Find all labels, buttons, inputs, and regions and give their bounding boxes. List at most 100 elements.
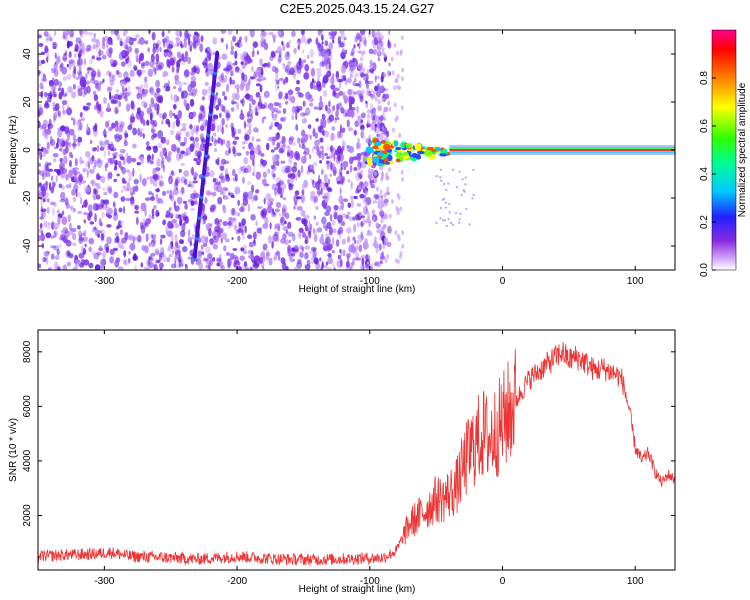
y-tick-label: 6000	[22, 395, 33, 418]
noise-cell	[38, 182, 43, 187]
noise-cell	[200, 113, 205, 122]
colorbar-tick-label: 0.8	[699, 71, 710, 85]
noise-cell	[368, 134, 372, 140]
noise-cell	[166, 190, 170, 194]
noise-cell	[349, 164, 353, 173]
noise-cell	[277, 58, 282, 64]
noise-cell	[102, 250, 107, 260]
noise-cell	[296, 206, 303, 211]
noise-cell	[306, 169, 311, 175]
noise-cell	[46, 34, 52, 41]
noise-cell	[114, 136, 121, 143]
noise-cell	[159, 267, 163, 270]
noise-cell	[342, 198, 349, 203]
noise-cell	[137, 73, 141, 78]
noise-cell	[398, 132, 402, 138]
noise-cell	[381, 126, 385, 132]
noise-cell	[271, 136, 277, 142]
noise-cell	[169, 51, 173, 56]
noise-cell	[94, 228, 99, 237]
noise-cell	[178, 168, 182, 173]
noise-cell	[43, 220, 48, 228]
noise-cell	[217, 124, 220, 133]
noise-cell	[78, 252, 85, 259]
noise-cell	[103, 96, 107, 104]
noise-cell	[98, 219, 102, 226]
noise-cell	[180, 44, 184, 49]
noise-cell	[225, 251, 231, 257]
noise-cell	[88, 246, 92, 253]
noise-cell	[291, 115, 295, 120]
noise-cell	[247, 181, 252, 186]
noise-cell	[280, 257, 286, 264]
noise-cell	[464, 176, 467, 179]
noise-cell	[309, 48, 314, 58]
noise-cell	[58, 110, 61, 117]
noise-cell	[123, 30, 129, 35]
noise-cell	[79, 49, 82, 55]
noise-cell	[439, 179, 443, 182]
noise-cell	[182, 126, 187, 132]
noise-cell	[291, 105, 297, 113]
noise-cell	[136, 107, 141, 115]
noise-cell	[127, 46, 133, 53]
noise-cell	[88, 211, 93, 217]
noise-cell	[161, 121, 164, 125]
noise-cell	[136, 92, 141, 100]
noise-cell	[161, 199, 164, 205]
noise-cell	[200, 207, 205, 217]
noise-cell	[282, 63, 286, 67]
noise-cell	[38, 110, 41, 118]
noise-cell	[122, 185, 127, 189]
noise-cell	[53, 245, 60, 251]
noise-cell	[337, 214, 343, 223]
noise-cell	[333, 204, 339, 211]
noise-cell	[357, 166, 361, 172]
noise-cell	[38, 70, 41, 74]
noise-cell	[160, 175, 163, 179]
noise-cell	[140, 156, 144, 165]
noise-cell	[137, 40, 140, 45]
noise-cell	[288, 239, 291, 244]
noise-cell	[130, 196, 135, 205]
noise-cell	[221, 232, 228, 240]
noise-cell	[339, 258, 343, 268]
noise-cell	[365, 232, 371, 237]
noise-cell	[89, 77, 96, 84]
signal-cell	[365, 147, 374, 154]
noise-cell	[346, 144, 350, 152]
noise-cell	[385, 172, 389, 178]
noise-cell	[231, 79, 236, 85]
noise-cell	[232, 146, 236, 155]
noise-cell	[119, 92, 125, 96]
noise-cell	[38, 234, 42, 242]
noise-cell	[150, 134, 155, 141]
noise-cell	[144, 76, 148, 83]
noise-cell	[256, 128, 259, 133]
noise-cell	[57, 129, 63, 138]
noise-cell	[127, 91, 132, 96]
noise-cell	[455, 185, 459, 189]
noise-cell	[63, 52, 67, 56]
noise-cell	[330, 132, 333, 142]
noise-cell	[175, 39, 182, 45]
noise-cell	[328, 61, 332, 71]
noise-cell	[152, 46, 156, 54]
noise-cell	[383, 193, 387, 199]
noise-cell	[88, 70, 92, 77]
noise-cell	[383, 56, 388, 61]
noise-cell	[303, 100, 307, 107]
noise-cell	[260, 40, 267, 48]
noise-cell	[116, 173, 120, 177]
noise-cell	[356, 257, 362, 261]
signal-cell	[442, 148, 448, 152]
noise-cell	[275, 71, 279, 80]
noise-cell	[108, 71, 112, 78]
noise-cell	[338, 195, 344, 205]
noise-cell	[240, 247, 245, 252]
noise-cell	[148, 30, 151, 35]
noise-cell	[363, 39, 367, 47]
noise-cell	[380, 35, 384, 41]
noise-cell	[130, 192, 134, 196]
noise-cell	[42, 174, 47, 179]
